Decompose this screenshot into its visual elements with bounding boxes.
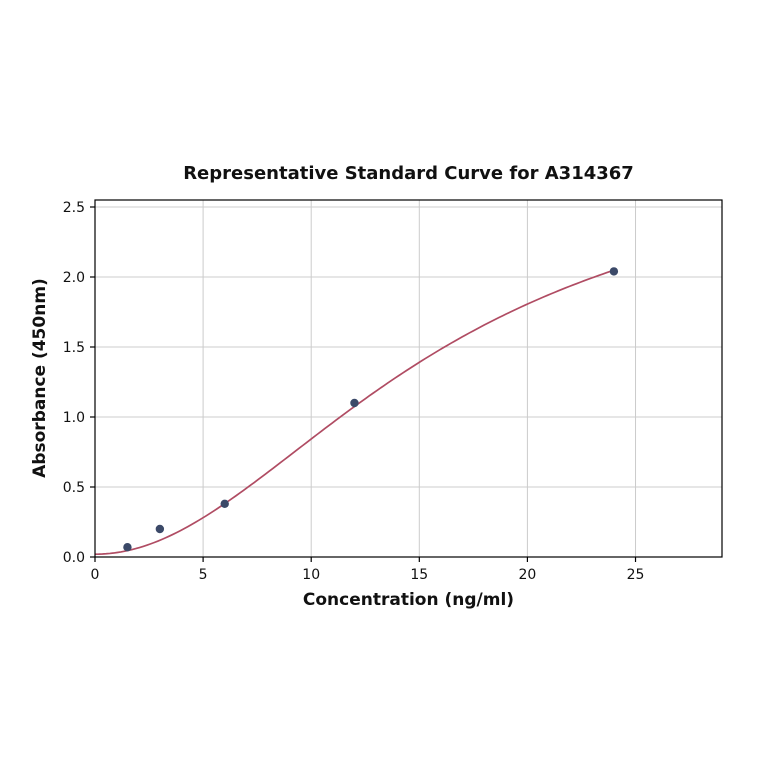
data-point [220, 499, 229, 508]
x-tick-label: 5 [199, 567, 208, 583]
y-tick-label: 0.0 [63, 550, 85, 566]
x-axis-label: Concentration (ng/ml) [302, 590, 515, 610]
y-tick-label: 2.5 [63, 200, 85, 216]
x-tick-label: 20 [518, 567, 536, 583]
data-point [123, 543, 132, 552]
data-point [350, 398, 359, 408]
x-tick-label: 0 [91, 567, 100, 583]
x-tick-label: 25 [627, 567, 645, 583]
x-tick-label: 15 [410, 567, 428, 583]
data-point [155, 524, 165, 534]
x-tick-label: 10 [302, 567, 320, 583]
plot-background [95, 200, 722, 557]
y-tick-label: 2.0 [63, 270, 85, 286]
data-point [609, 267, 619, 276]
y-tick-label: 1.5 [63, 340, 85, 356]
axes-box [94, 199, 723, 558]
y-tick-label: 1.0 [63, 410, 85, 426]
chart-title: Representative Standard Curve for A31436… [183, 163, 634, 184]
y-tick-label: 0.5 [63, 480, 85, 496]
